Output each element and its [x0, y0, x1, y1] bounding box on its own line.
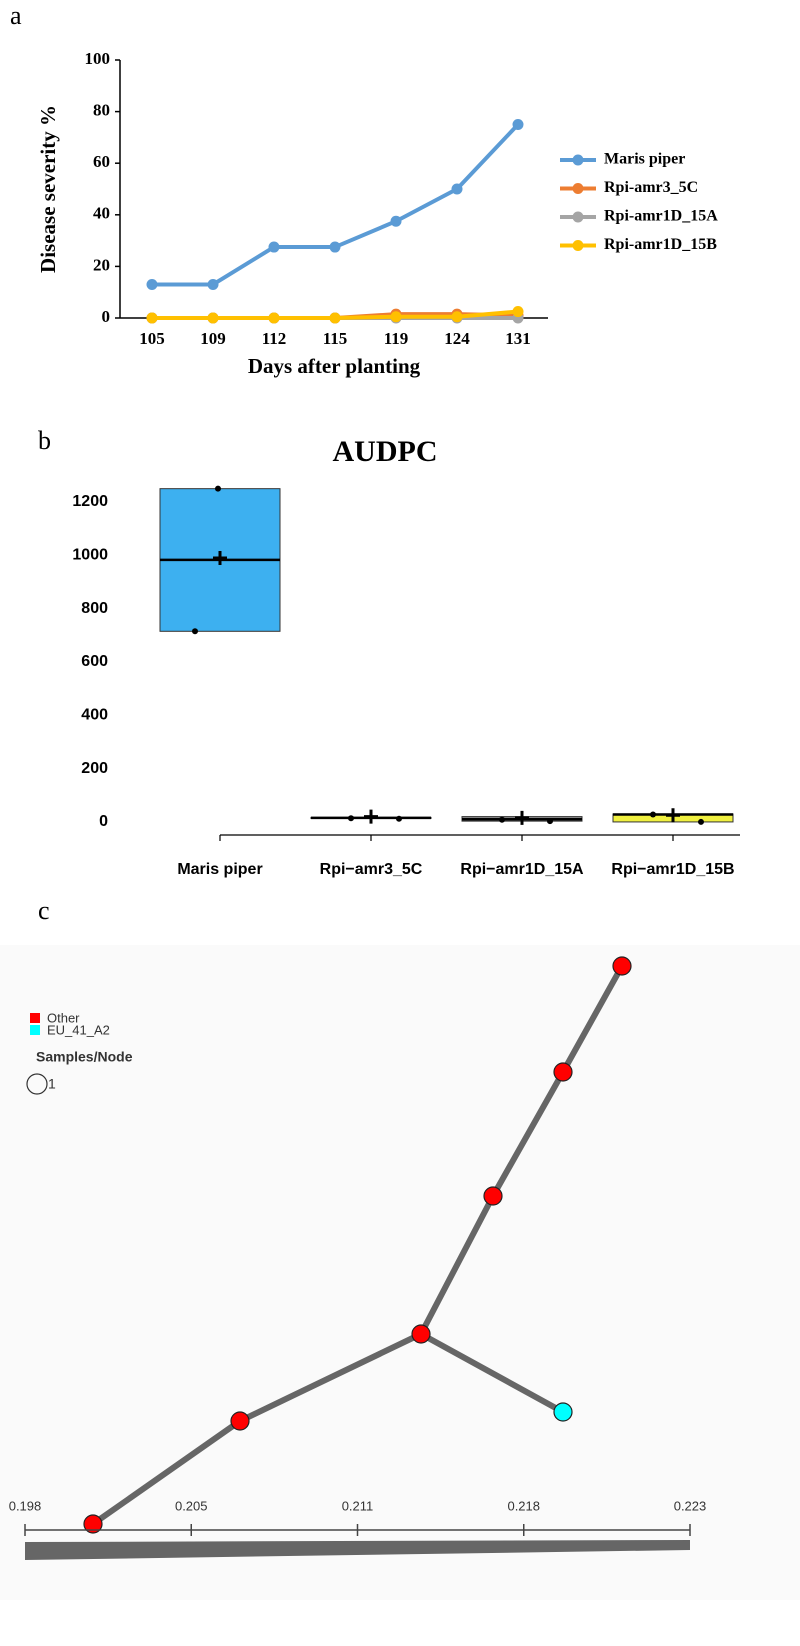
panel-label: b [38, 426, 51, 455]
point [146, 312, 158, 324]
y-tick-label: 0 [102, 307, 111, 326]
edge [560, 963, 625, 1075]
edge [418, 1331, 566, 1415]
data-point [650, 811, 656, 818]
legend-label: Rpi-amr1D_15B [604, 236, 717, 253]
network-background [0, 945, 800, 1600]
edge [418, 1193, 496, 1337]
y-tick-label: 20 [93, 255, 110, 274]
edge [237, 1331, 424, 1424]
y-tick-label: 200 [81, 760, 108, 777]
node [553, 1402, 573, 1422]
legend-swatch [572, 211, 584, 223]
y-axis-label: Disease severity % [36, 105, 60, 273]
mean-marker [666, 808, 680, 823]
x-tick-label: 119 [384, 329, 409, 348]
point [451, 183, 463, 195]
scale-label: 0.198 [9, 1498, 42, 1513]
point [268, 312, 280, 324]
x-tick-label: Rpi−amr1D_15A [460, 861, 584, 878]
legend-swatch [572, 183, 584, 194]
x-tick-label: 112 [262, 329, 287, 348]
edge [490, 1069, 566, 1199]
scale-wedge [25, 1540, 690, 1560]
x-tick-label: Rpi−amr1D_15B [611, 861, 734, 878]
node [411, 1324, 431, 1344]
y-tick-label: 80 [93, 101, 110, 120]
node [83, 1514, 103, 1534]
data-point [499, 816, 505, 823]
network [90, 963, 625, 1527]
legend-label: EU_41_A2 [47, 1022, 110, 1037]
x-tick-label: Maris piper [177, 861, 262, 878]
chart-title: AUDPC [333, 435, 438, 468]
y-tick-label: 0 [99, 813, 108, 830]
y-tick-label: 1000 [72, 547, 108, 564]
x-tick-label: 124 [444, 329, 470, 348]
point [329, 312, 341, 324]
nodes [83, 956, 632, 1534]
scale-label: 0.211 [342, 1498, 374, 1513]
size-legend-circle [26, 1073, 48, 1095]
scale-label: 0.205 [175, 1498, 208, 1513]
point [451, 311, 463, 323]
x-tick-label: 105 [139, 329, 165, 348]
x-tick-label: 109 [200, 329, 226, 348]
mean-marker [364, 809, 378, 824]
y-tick-label: 600 [81, 653, 108, 670]
scale-label: 0.223 [674, 1498, 707, 1513]
data-point [192, 628, 198, 635]
series-line [152, 123, 520, 287]
data-point [547, 818, 553, 825]
size-legend-label: 1 [48, 1076, 56, 1092]
point [512, 306, 524, 318]
legend-swatch [30, 1025, 40, 1035]
y-tick-label: 100 [85, 49, 111, 68]
node [230, 1411, 250, 1431]
x-tick-label: 115 [323, 329, 348, 348]
legend-label: Rpi-amr3_5C [604, 179, 698, 196]
legend-swatch [572, 154, 584, 166]
point [512, 119, 524, 130]
point [146, 278, 158, 290]
x-axis-label: Days after planting [248, 354, 421, 378]
point [207, 312, 219, 324]
point [268, 241, 280, 253]
point [390, 311, 402, 323]
edge [90, 1418, 243, 1527]
legend-swatch [30, 1013, 40, 1023]
y-tick-label: 60 [93, 152, 110, 171]
node [553, 1062, 573, 1082]
node [483, 1186, 503, 1206]
y-tick-label: 400 [81, 707, 108, 724]
y-tick-label: 800 [81, 600, 108, 617]
scale-label: 0.218 [507, 1498, 540, 1513]
x-tick-label: Rpi−amr3_5C [320, 861, 423, 878]
data-point [348, 815, 354, 822]
legend-label: Rpi-amr1D_15A [604, 208, 718, 225]
point [390, 215, 402, 227]
legend-swatch [572, 240, 584, 251]
y-tick-label: 40 [93, 204, 110, 223]
node [612, 956, 632, 976]
data-point [698, 818, 704, 825]
mean-marker [213, 550, 227, 565]
point [207, 278, 219, 290]
mean-marker [515, 810, 529, 825]
size-legend-title: Samples/Node [36, 1049, 133, 1065]
panel-label: c [38, 896, 50, 925]
legend-label: Maris piper [604, 151, 685, 168]
legend-label: Other [47, 1010, 80, 1025]
panel-label: a [10, 1, 22, 30]
x-tick-label: 131 [505, 329, 531, 348]
y-tick-label: 1200 [72, 493, 108, 510]
data-point [215, 485, 221, 492]
data-point [396, 815, 402, 822]
point [329, 241, 341, 253]
